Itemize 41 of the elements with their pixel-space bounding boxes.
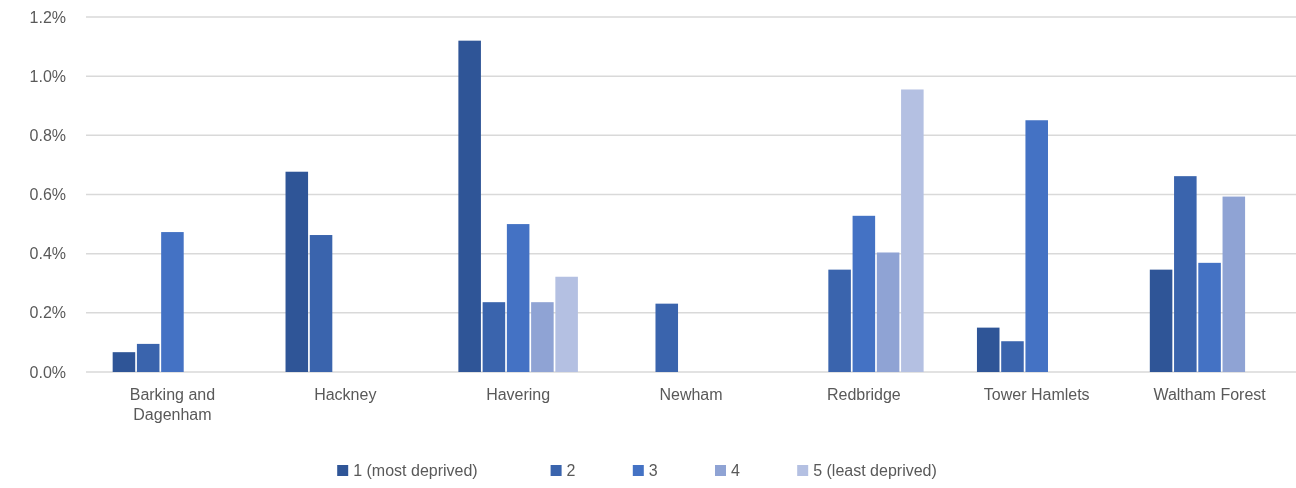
bar	[1222, 196, 1246, 372]
x-tick-label: Redbridge	[826, 386, 901, 403]
bar	[1174, 176, 1197, 372]
y-tick-label: 0.4%	[29, 245, 66, 263]
bar	[285, 171, 309, 372]
x-tick-label: Tower Hamlets	[983, 386, 1090, 403]
bar	[112, 352, 136, 372]
bar	[828, 269, 851, 372]
bar	[1149, 269, 1173, 372]
y-tick-label: 0.2%	[29, 304, 66, 322]
y-tick-label: 0.0%	[29, 363, 66, 381]
legend-label: 2	[566, 462, 576, 479]
x-tick-label: Hackney	[314, 386, 377, 403]
y-tick-label: 0.6%	[29, 186, 66, 204]
bar	[976, 327, 1000, 372]
bar	[1001, 341, 1024, 372]
bar	[876, 252, 900, 372]
bar	[482, 302, 506, 372]
y-tick-label: 0.8%	[29, 126, 66, 144]
bar	[458, 40, 481, 372]
x-tick-label: Newham	[659, 386, 723, 403]
legend-label: 1 (most deprived)	[353, 462, 478, 479]
legend-label: 5 (least deprived)	[813, 462, 937, 479]
x-tick-label: Havering	[486, 386, 551, 403]
bar	[136, 343, 160, 372]
bar	[1025, 120, 1048, 372]
y-tick-label: 1.2%	[29, 8, 66, 26]
y-tick-label: 1.0%	[29, 67, 66, 85]
bar	[309, 235, 333, 372]
x-tick-label: Barking and Dagenham	[129, 386, 216, 423]
bar	[161, 232, 184, 372]
legend-label: 3	[648, 462, 658, 479]
legend-label: 4	[731, 462, 740, 479]
bar	[1198, 262, 1221, 372]
bar	[555, 276, 578, 372]
bar	[506, 224, 530, 372]
bar	[852, 215, 876, 372]
bar	[901, 89, 924, 372]
x-tick-label: Waltham Forest	[1153, 386, 1267, 403]
bar	[655, 303, 679, 372]
bar	[531, 302, 554, 372]
